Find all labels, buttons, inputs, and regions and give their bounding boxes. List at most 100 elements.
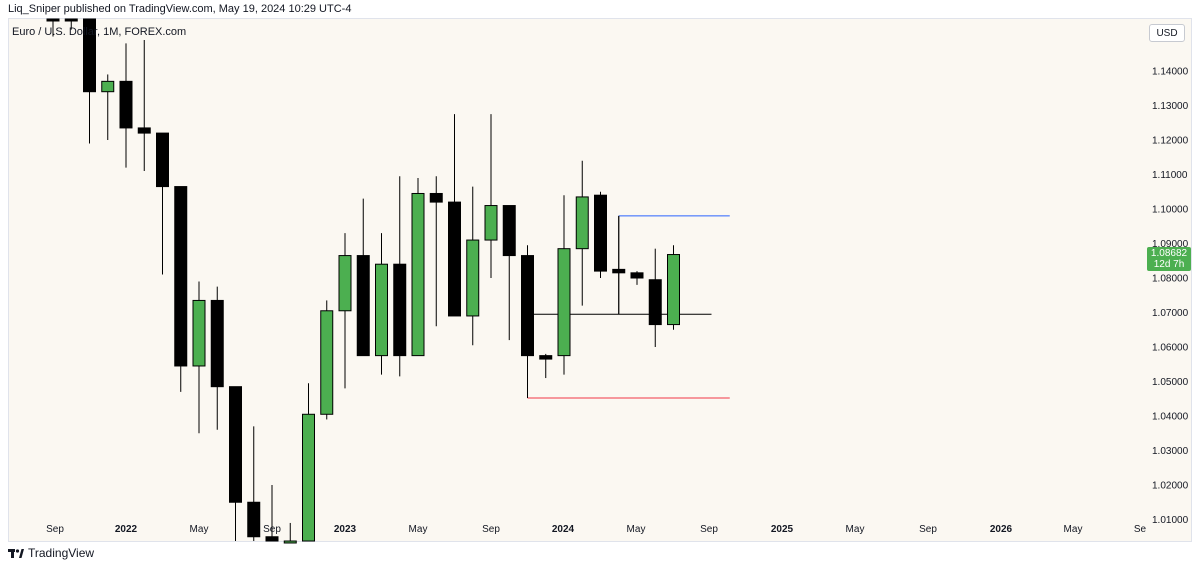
candle[interactable] xyxy=(174,186,188,392)
y-tick-label: 1.10000 xyxy=(1152,205,1189,216)
x-tick-label: May xyxy=(627,524,646,535)
candle-body-down xyxy=(210,299,224,388)
candle-body-down xyxy=(229,386,242,503)
candle-body-down xyxy=(119,80,133,129)
candle[interactable] xyxy=(83,18,96,144)
candle[interactable] xyxy=(630,271,644,285)
candle[interactable] xyxy=(46,18,60,37)
candle[interactable] xyxy=(557,195,571,375)
x-tick-label: 2026 xyxy=(990,524,1013,535)
candle-body-down xyxy=(46,18,60,22)
candle[interactable] xyxy=(356,198,370,357)
candle-body-up xyxy=(338,255,352,312)
candle-body-down xyxy=(539,355,553,360)
candle[interactable] xyxy=(247,426,261,541)
candle-body-up xyxy=(302,413,315,542)
candle[interactable] xyxy=(265,485,279,542)
chart-area[interactable] xyxy=(8,18,1192,542)
candle[interactable] xyxy=(229,386,242,541)
candle-body-down xyxy=(502,205,516,257)
y-tick-label: 1.01000 xyxy=(1152,515,1189,526)
candle-body-down xyxy=(356,255,370,357)
candle[interactable] xyxy=(137,39,151,172)
candle[interactable] xyxy=(575,160,589,306)
candle[interactable] xyxy=(502,205,516,341)
candle-body-down xyxy=(265,536,279,542)
candle[interactable] xyxy=(612,215,626,315)
candle[interactable] xyxy=(375,233,388,375)
candle-body-down xyxy=(448,201,461,317)
candle-body-up xyxy=(411,192,425,357)
candle[interactable] xyxy=(393,176,407,377)
candle[interactable] xyxy=(210,286,224,430)
candle-body-up xyxy=(484,205,498,241)
y-tick-label: 1.11000 xyxy=(1152,170,1188,181)
x-tick-label: 2025 xyxy=(771,524,794,535)
candle-body-up xyxy=(283,540,297,544)
candle-body-down xyxy=(83,18,96,93)
candle-body-down xyxy=(594,194,607,272)
x-tick-label: Sep xyxy=(482,524,500,535)
x-tick-label: 2024 xyxy=(552,524,575,535)
candle-body-down xyxy=(174,186,188,367)
candle-body-up xyxy=(557,248,571,357)
y-tick-label: 1.02000 xyxy=(1152,481,1189,492)
symbol-title[interactable]: Euro / U.S. Dollar, 1M, FOREX.com xyxy=(12,26,187,38)
candle[interactable] xyxy=(192,281,206,434)
footer-brand-name: TradingView xyxy=(28,546,95,560)
currency-button[interactable]: USD xyxy=(1149,24,1185,42)
candle-body-up xyxy=(466,239,480,317)
y-tick-label: 1.14000 xyxy=(1152,67,1189,78)
x-tick-label: May xyxy=(409,524,428,535)
candle-body-up xyxy=(575,196,589,250)
candle-body-down xyxy=(64,18,78,22)
footer-brand[interactable]: TradingView xyxy=(8,544,94,562)
candle-body-up xyxy=(320,310,334,415)
y-tick-label: 1.09000 xyxy=(1152,239,1189,250)
x-tick-label: 2022 xyxy=(115,524,138,535)
x-tick-label: May xyxy=(190,524,209,535)
candle[interactable] xyxy=(411,177,425,357)
candle-body-down xyxy=(137,127,151,134)
candle[interactable] xyxy=(156,132,169,275)
candle[interactable] xyxy=(667,245,680,330)
x-tick-label: Sep xyxy=(46,524,64,535)
tradingview-logo-icon xyxy=(8,549,24,558)
candle[interactable] xyxy=(119,43,133,168)
candle-body-up xyxy=(667,254,680,326)
candle-body-up xyxy=(192,299,206,367)
candle[interactable] xyxy=(448,114,461,317)
candle[interactable] xyxy=(283,522,297,544)
candle[interactable] xyxy=(101,74,115,140)
candle-body-up xyxy=(101,80,115,93)
candle[interactable] xyxy=(539,353,553,379)
last-price: 1.08682 xyxy=(1150,248,1188,259)
y-tick-label: 1.05000 xyxy=(1152,377,1189,388)
candle-body-down xyxy=(429,192,443,203)
y-tick-label: 1.04000 xyxy=(1152,412,1189,423)
y-tick-label: 1.12000 xyxy=(1152,136,1189,147)
candle[interactable] xyxy=(466,186,480,346)
candle-body-down xyxy=(648,279,662,326)
x-tick-label: Sep xyxy=(700,524,718,535)
candle[interactable] xyxy=(64,18,78,30)
x-tick-label: May xyxy=(1064,524,1083,535)
candle[interactable] xyxy=(320,300,334,420)
candle[interactable] xyxy=(594,191,607,278)
candle-body-down xyxy=(247,501,261,538)
bar-countdown: 12d 7h xyxy=(1153,259,1185,270)
candle-body-down xyxy=(393,263,407,357)
candle-body-up xyxy=(375,263,388,357)
x-tick-label: 2023 xyxy=(334,524,357,535)
candle[interactable] xyxy=(521,245,534,387)
candle[interactable] xyxy=(302,383,315,542)
y-tick-label: 1.07000 xyxy=(1152,308,1189,319)
x-tick-label: May xyxy=(846,524,865,535)
y-tick-label: 1.06000 xyxy=(1152,343,1189,354)
y-tick-label: 1.08000 xyxy=(1152,274,1189,285)
candle[interactable] xyxy=(338,233,352,389)
candle[interactable] xyxy=(429,176,443,327)
candle[interactable] xyxy=(484,114,498,278)
candle[interactable] xyxy=(648,248,662,347)
